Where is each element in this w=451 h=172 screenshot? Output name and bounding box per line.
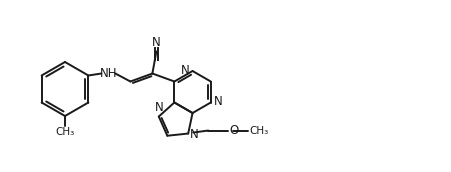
Text: N: N	[152, 36, 161, 49]
Text: O: O	[229, 124, 238, 137]
Text: N: N	[190, 128, 198, 141]
Text: CH₃: CH₃	[249, 126, 268, 136]
Text: N: N	[154, 101, 163, 114]
Text: N: N	[180, 63, 189, 77]
Text: N: N	[213, 95, 222, 108]
Text: CH₃: CH₃	[55, 127, 74, 137]
Text: NH: NH	[99, 67, 117, 80]
